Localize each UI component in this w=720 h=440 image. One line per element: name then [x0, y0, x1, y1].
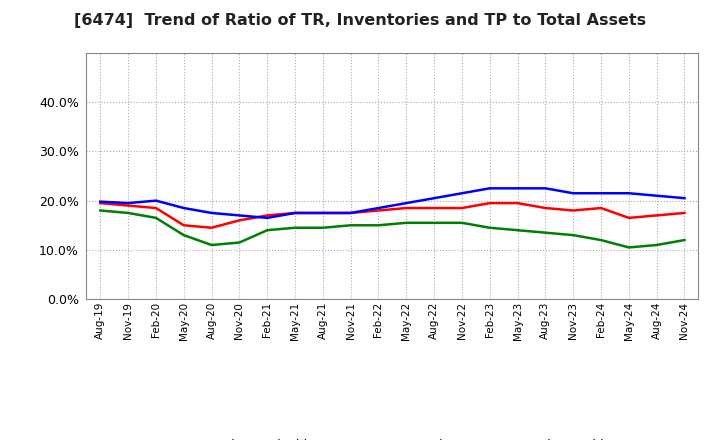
Trade Payables	[513, 227, 522, 233]
Trade Payables	[458, 220, 467, 225]
Trade Payables	[680, 238, 689, 243]
Inventories	[541, 186, 550, 191]
Trade Receivables	[597, 205, 606, 211]
Trade Receivables	[124, 203, 132, 208]
Trade Receivables	[235, 218, 243, 223]
Trade Payables	[597, 238, 606, 243]
Line: Trade Receivables: Trade Receivables	[100, 203, 685, 228]
Trade Receivables	[207, 225, 216, 231]
Trade Payables	[291, 225, 300, 231]
Trade Receivables	[513, 201, 522, 206]
Trade Receivables	[458, 205, 467, 211]
Inventories	[402, 201, 410, 206]
Inventories	[235, 213, 243, 218]
Trade Payables	[152, 215, 161, 220]
Legend: Trade Receivables, Inventories, Trade Payables: Trade Receivables, Inventories, Trade Pa…	[162, 433, 623, 440]
Trade Receivables	[430, 205, 438, 211]
Inventories	[624, 191, 633, 196]
Trade Receivables	[291, 210, 300, 216]
Trade Receivables	[179, 223, 188, 228]
Inventories	[318, 210, 327, 216]
Inventories	[179, 205, 188, 211]
Trade Receivables	[541, 205, 550, 211]
Trade Payables	[207, 242, 216, 248]
Inventories	[652, 193, 661, 198]
Inventories	[207, 210, 216, 216]
Inventories	[374, 205, 383, 211]
Inventories	[291, 210, 300, 216]
Trade Receivables	[346, 210, 355, 216]
Trade Payables	[318, 225, 327, 231]
Inventories	[485, 186, 494, 191]
Trade Receivables	[569, 208, 577, 213]
Inventories	[430, 195, 438, 201]
Trade Receivables	[318, 210, 327, 216]
Inventories	[597, 191, 606, 196]
Trade Payables	[235, 240, 243, 245]
Inventories	[513, 186, 522, 191]
Trade Receivables	[624, 215, 633, 220]
Trade Receivables	[374, 208, 383, 213]
Inventories	[96, 199, 104, 204]
Trade Payables	[263, 227, 271, 233]
Trade Payables	[430, 220, 438, 225]
Inventories	[458, 191, 467, 196]
Trade Payables	[179, 232, 188, 238]
Trade Payables	[402, 220, 410, 225]
Inventories	[263, 215, 271, 220]
Trade Payables	[124, 210, 132, 216]
Line: Trade Payables: Trade Payables	[100, 210, 685, 247]
Trade Receivables	[152, 205, 161, 211]
Trade Payables	[541, 230, 550, 235]
Trade Payables	[624, 245, 633, 250]
Inventories	[124, 201, 132, 206]
Trade Payables	[569, 232, 577, 238]
Text: [6474]  Trend of Ratio of TR, Inventories and TP to Total Assets: [6474] Trend of Ratio of TR, Inventories…	[74, 13, 646, 28]
Trade Receivables	[96, 201, 104, 206]
Trade Payables	[346, 223, 355, 228]
Inventories	[680, 195, 689, 201]
Trade Payables	[374, 223, 383, 228]
Inventories	[346, 210, 355, 216]
Trade Receivables	[485, 201, 494, 206]
Trade Receivables	[680, 210, 689, 216]
Line: Inventories: Inventories	[100, 188, 685, 218]
Trade Receivables	[652, 213, 661, 218]
Trade Payables	[485, 225, 494, 231]
Trade Payables	[96, 208, 104, 213]
Inventories	[152, 198, 161, 203]
Trade Payables	[652, 242, 661, 248]
Inventories	[569, 191, 577, 196]
Trade Receivables	[402, 205, 410, 211]
Trade Receivables	[263, 213, 271, 218]
